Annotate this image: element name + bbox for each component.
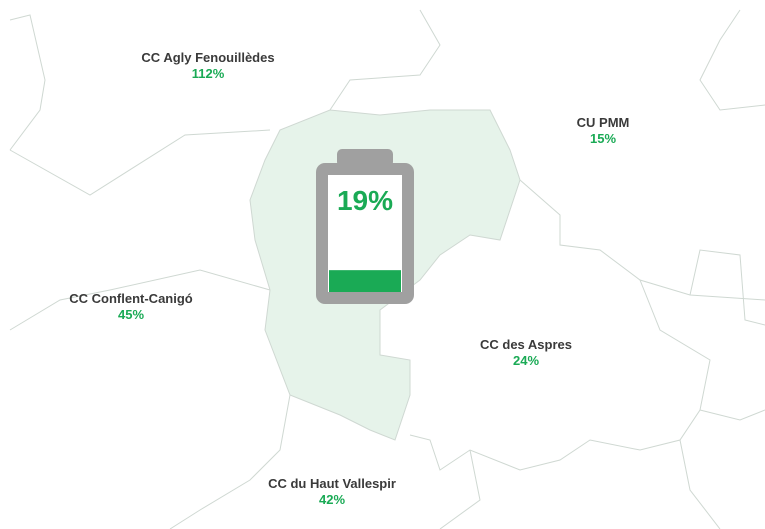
battery-cap [337,149,393,167]
region-value: 112% [192,66,225,81]
battery-fill [329,270,401,292]
region-name: CC Conflent-Canigó [69,291,193,306]
map-borders [9,9,765,529]
battery: 19% [316,149,414,304]
region-name: CU PMM [577,115,630,130]
region-value: 15% [590,131,616,146]
region-name: CC des Aspres [480,337,572,352]
region-value: 42% [319,492,345,507]
region-value: 24% [513,353,539,368]
region-name: CC du Haut Vallespir [268,476,396,491]
region-value: 45% [118,307,144,322]
battery-label: 19% [337,185,393,216]
region-name: CC Agly Fenouillèdes [141,50,274,65]
